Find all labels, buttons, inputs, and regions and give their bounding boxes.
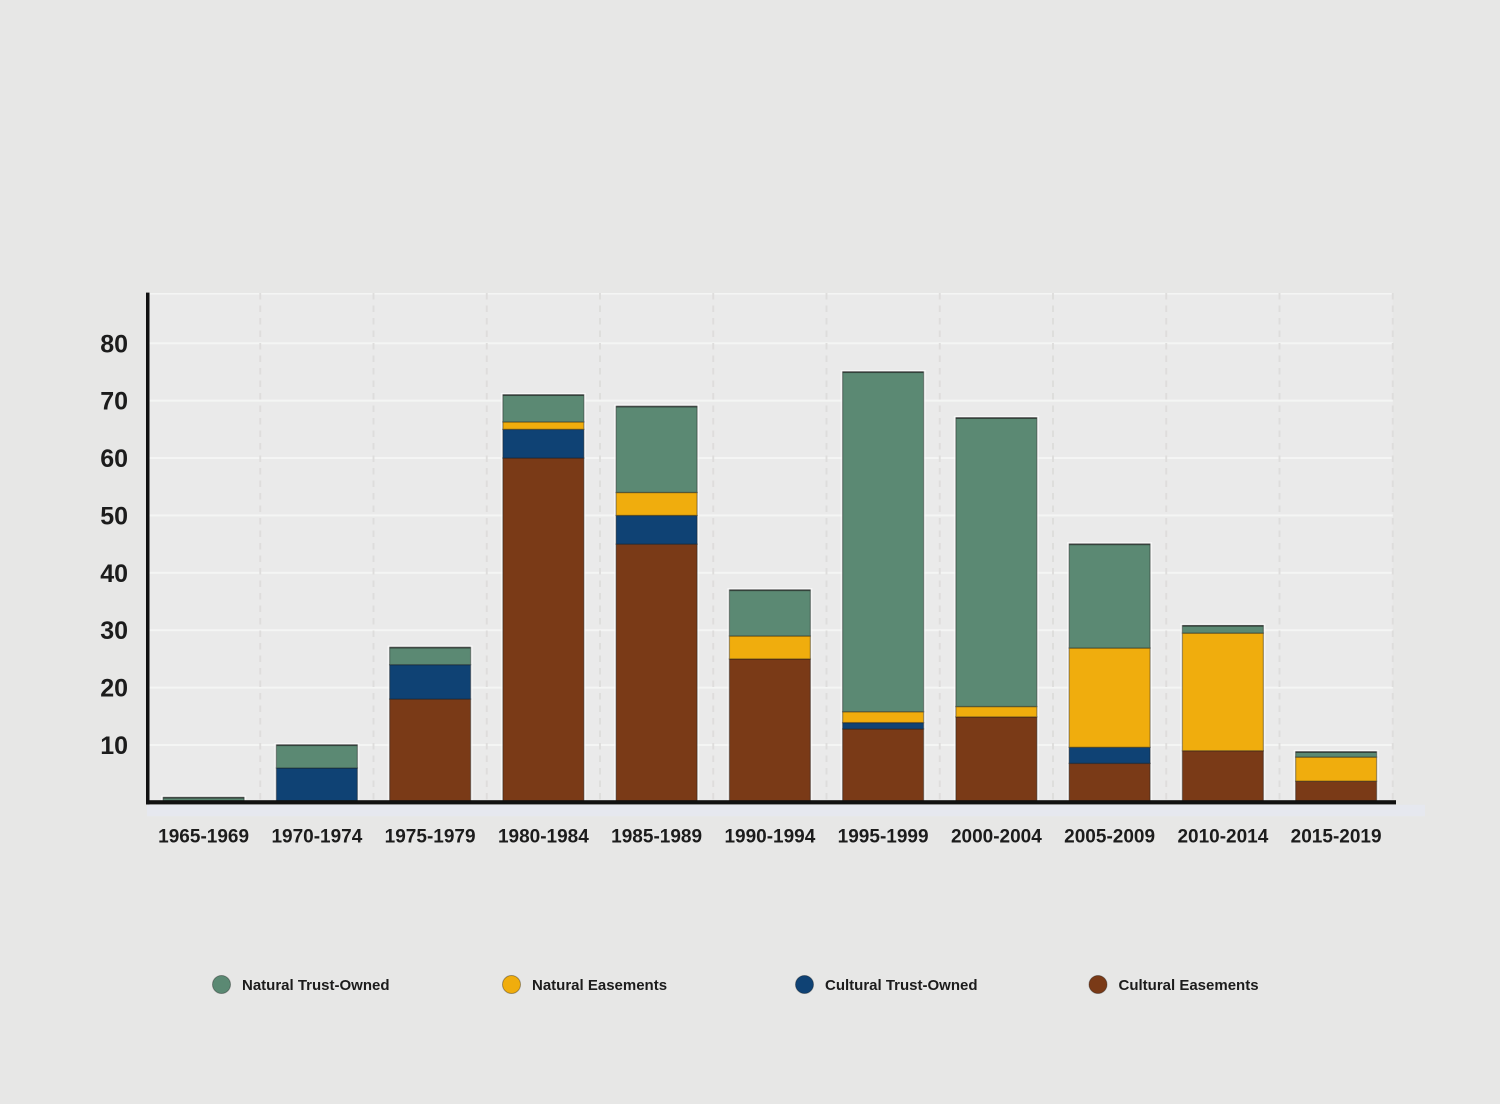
svg-text:1965-1969: 1965-1969 — [158, 827, 249, 848]
svg-text:30: 30 — [100, 617, 128, 645]
svg-text:Cultural Easements: Cultural Easements — [1119, 977, 1259, 994]
svg-text:2015-2019: 2015-2019 — [1291, 827, 1382, 848]
svg-text:50: 50 — [100, 502, 128, 530]
svg-text:Natural Trust-Owned: Natural Trust-Owned — [242, 977, 390, 994]
svg-text:2005-2009: 2005-2009 — [1064, 827, 1155, 848]
svg-text:40: 40 — [100, 560, 128, 588]
svg-text:10: 10 — [100, 732, 128, 760]
svg-text:60: 60 — [100, 445, 128, 473]
svg-text:1970-1974: 1970-1974 — [271, 827, 362, 848]
svg-text:2000-2004: 2000-2004 — [951, 827, 1042, 848]
svg-text:1995-1999: 1995-1999 — [838, 827, 929, 848]
svg-text:80: 80 — [100, 330, 128, 358]
svg-text:70: 70 — [100, 388, 128, 416]
svg-text:1980-1984: 1980-1984 — [498, 827, 589, 848]
svg-text:Cultural Trust-Owned: Cultural Trust-Owned — [825, 977, 978, 994]
svg-text:20: 20 — [100, 675, 128, 703]
svg-text:1975-1979: 1975-1979 — [385, 827, 476, 848]
svg-text:1990-1994: 1990-1994 — [724, 827, 815, 848]
svg-text:2010-2014: 2010-2014 — [1177, 827, 1268, 848]
svg-text:Natural Easements: Natural Easements — [532, 977, 667, 994]
svg-text:1985-1989: 1985-1989 — [611, 827, 702, 848]
